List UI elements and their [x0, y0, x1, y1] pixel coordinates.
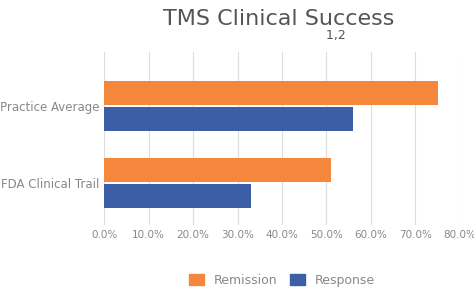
Bar: [104, 81, 438, 105]
Text: 1,2: 1,2: [218, 29, 346, 42]
Bar: [104, 107, 353, 131]
Bar: [104, 158, 331, 182]
Bar: [104, 184, 251, 208]
Legend: Remission, Response: Remission, Response: [184, 269, 380, 289]
Text: TMS Clinical Success: TMS Clinical Success: [163, 10, 401, 29]
